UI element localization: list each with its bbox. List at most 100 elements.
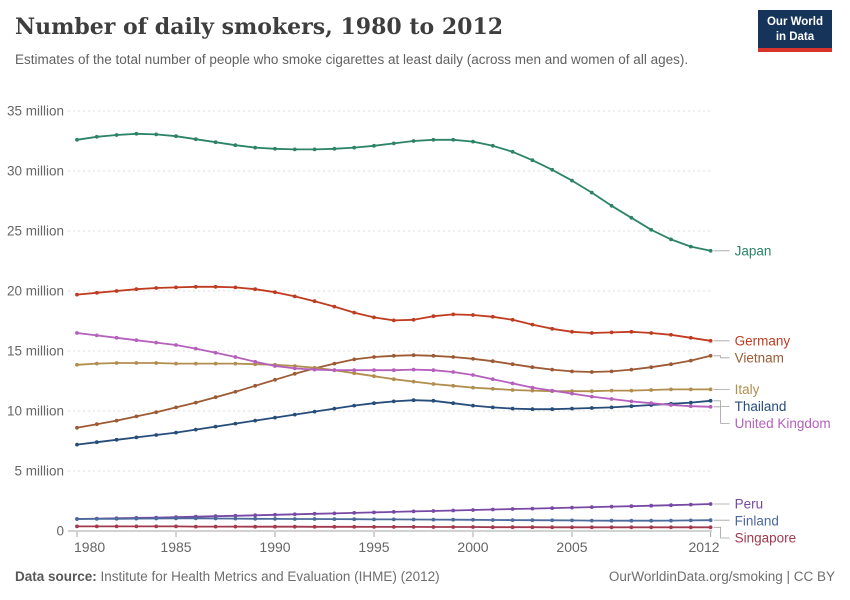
data-point-thailand[interactable]	[273, 415, 277, 420]
data-point-vietnam[interactable]	[213, 395, 218, 400]
data-point-thailand[interactable]	[154, 433, 159, 437]
data-point-vietnam[interactable]	[688, 358, 693, 363]
data-point-finland[interactable]	[75, 517, 79, 521]
data-point-finland[interactable]	[649, 518, 654, 523]
data-point-japan[interactable]	[94, 134, 99, 139]
data-point-finland[interactable]	[312, 517, 317, 521]
data-point-peru[interactable]	[609, 504, 614, 509]
data-point-italy[interactable]	[391, 377, 396, 382]
data-point-italy[interactable]	[154, 361, 159, 365]
data-point-thailand[interactable]	[233, 421, 238, 426]
data-point-finland[interactable]	[589, 518, 594, 523]
data-point-thailand[interactable]	[312, 409, 317, 414]
data-point-singapore[interactable]	[708, 525, 713, 530]
data-point-singapore[interactable]	[154, 524, 159, 529]
data-point-thailand[interactable]	[431, 398, 436, 403]
data-point-vietnam[interactable]	[570, 369, 574, 374]
data-point-germany[interactable]	[253, 287, 258, 292]
data-point-italy[interactable]	[451, 383, 456, 388]
data-point-singapore[interactable]	[609, 525, 614, 530]
data-point-finland[interactable]	[134, 516, 139, 521]
data-point-peru[interactable]	[253, 513, 258, 518]
data-point-finland[interactable]	[431, 517, 436, 522]
data-point-vietnam[interactable]	[510, 362, 515, 367]
data-point-peru[interactable]	[431, 509, 436, 513]
data-point-japan[interactable]	[193, 137, 198, 142]
data-point-thailand[interactable]	[708, 398, 713, 403]
data-point-vietnam[interactable]	[471, 356, 475, 361]
data-point-singapore[interactable]	[490, 525, 495, 530]
data-point-germany[interactable]	[669, 332, 673, 337]
data-point-singapore[interactable]	[451, 525, 456, 529]
data-point-finland[interactable]	[609, 518, 614, 523]
data-point-singapore[interactable]	[134, 524, 139, 529]
data-point-japan[interactable]	[589, 190, 594, 195]
data-point-peru[interactable]	[688, 502, 693, 507]
data-point-united-kingdom[interactable]	[649, 401, 654, 406]
data-point-germany[interactable]	[391, 318, 396, 323]
line-germany[interactable]	[76, 285, 712, 342]
data-point-finland[interactable]	[669, 518, 673, 523]
data-point-italy[interactable]	[669, 387, 673, 392]
data-point-finland[interactable]	[292, 517, 297, 521]
data-point-japan[interactable]	[352, 145, 357, 150]
data-point-singapore[interactable]	[530, 525, 535, 530]
data-point-united-kingdom[interactable]	[372, 368, 376, 373]
data-point-united-kingdom[interactable]	[253, 359, 258, 364]
data-point-vietnam[interactable]	[708, 353, 713, 358]
data-point-thailand[interactable]	[411, 398, 416, 403]
data-point-japan[interactable]	[114, 133, 119, 137]
data-point-thailand[interactable]	[589, 406, 594, 410]
data-point-united-kingdom[interactable]	[352, 368, 357, 373]
data-point-finland[interactable]	[352, 517, 357, 522]
data-point-italy[interactable]	[589, 389, 594, 394]
data-point-vietnam[interactable]	[114, 418, 119, 423]
data-point-singapore[interactable]	[292, 524, 297, 529]
data-point-germany[interactable]	[372, 315, 376, 320]
data-point-thailand[interactable]	[332, 406, 337, 411]
data-point-japan[interactable]	[530, 158, 535, 163]
data-point-united-kingdom[interactable]	[629, 399, 634, 404]
data-point-italy[interactable]	[431, 382, 436, 386]
data-point-finland[interactable]	[411, 517, 416, 522]
data-point-vietnam[interactable]	[372, 355, 376, 359]
data-point-germany[interactable]	[510, 317, 515, 322]
data-point-japan[interactable]	[510, 149, 515, 154]
data-point-united-kingdom[interactable]	[510, 381, 515, 386]
data-point-peru[interactable]	[629, 504, 634, 509]
data-point-peru[interactable]	[312, 511, 317, 516]
data-point-japan[interactable]	[669, 237, 673, 242]
series-label-finland[interactable]: Finland	[735, 514, 779, 529]
data-point-thailand[interactable]	[609, 405, 614, 410]
line-italy[interactable]	[76, 362, 712, 393]
data-point-finland[interactable]	[273, 517, 277, 521]
data-point-peru[interactable]	[490, 507, 495, 512]
data-point-japan[interactable]	[174, 134, 178, 139]
data-point-peru[interactable]	[451, 508, 456, 513]
data-point-japan[interactable]	[154, 132, 159, 137]
data-point-thailand[interactable]	[550, 407, 555, 412]
data-point-finland[interactable]	[530, 518, 535, 523]
data-point-japan[interactable]	[134, 131, 139, 136]
data-point-united-kingdom[interactable]	[213, 350, 218, 355]
data-point-finland[interactable]	[570, 518, 574, 523]
data-point-japan[interactable]	[213, 140, 218, 145]
data-point-peru[interactable]	[669, 503, 673, 508]
data-point-thailand[interactable]	[352, 403, 357, 408]
data-point-singapore[interactable]	[94, 524, 99, 529]
data-point-finland[interactable]	[471, 517, 475, 522]
data-point-finland[interactable]	[629, 518, 634, 523]
data-point-peru[interactable]	[233, 513, 238, 518]
data-point-germany[interactable]	[94, 290, 99, 295]
data-point-thailand[interactable]	[193, 427, 198, 432]
data-point-finland[interactable]	[253, 516, 258, 521]
series-label-germany[interactable]: Germany	[735, 333, 791, 348]
data-point-germany[interactable]	[688, 335, 693, 340]
data-point-thailand[interactable]	[570, 406, 574, 411]
data-point-united-kingdom[interactable]	[193, 346, 198, 351]
data-point-vietnam[interactable]	[352, 357, 357, 362]
data-point-peru[interactable]	[649, 503, 654, 508]
data-point-united-kingdom[interactable]	[431, 368, 436, 373]
data-point-italy[interactable]	[174, 361, 178, 366]
data-point-united-kingdom[interactable]	[312, 367, 317, 372]
